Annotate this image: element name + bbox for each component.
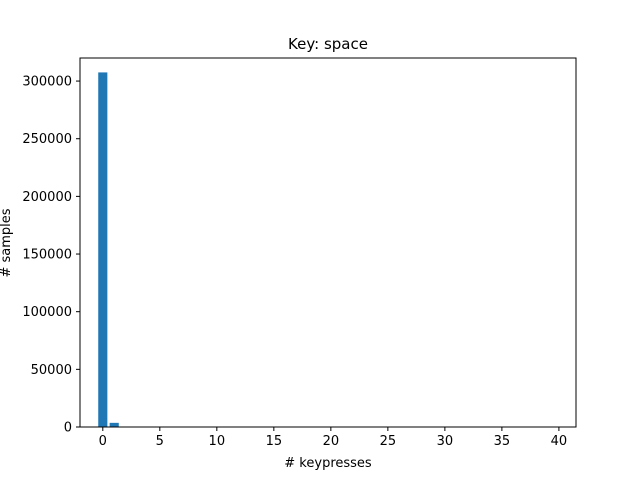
y-axis-label: # samples [0,208,14,277]
y-ticks: 0 50000 100000 150000 200000 250000 300000 [22,75,80,436]
x-tick-label-5: 25 [380,434,397,449]
y-tick-label-2: 100000 [22,305,72,320]
x-tick-label-3: 15 [266,434,283,449]
x-tick-label-1: 5 [156,434,164,449]
histogram-bar-1 [109,422,119,427]
x-tick-label-8: 40 [551,434,568,449]
y-tick-label-5: 250000 [22,132,72,147]
y-tick-label-3: 150000 [22,248,72,263]
y-tick-label-1: 50000 [31,363,72,378]
x-tick-label-7: 35 [494,434,511,449]
y-tick-label-6: 300000 [22,75,72,90]
x-tick-label-6: 30 [437,434,454,449]
x-ticks: 0 5 10 15 20 25 30 35 40 [99,427,568,449]
x-axis-label: # keypresses [284,456,372,471]
y-tick-label-0: 0 [64,421,72,436]
x-tick-label-2: 10 [209,434,226,449]
chart-title: Key: space [288,35,368,53]
plot-frame [79,57,577,428]
x-tick-label-0: 0 [99,434,107,449]
y-tick-label-4: 200000 [22,190,72,205]
histogram-bar-0 [98,72,108,427]
bars-group [98,72,142,427]
x-tick-label-4: 20 [323,434,340,449]
